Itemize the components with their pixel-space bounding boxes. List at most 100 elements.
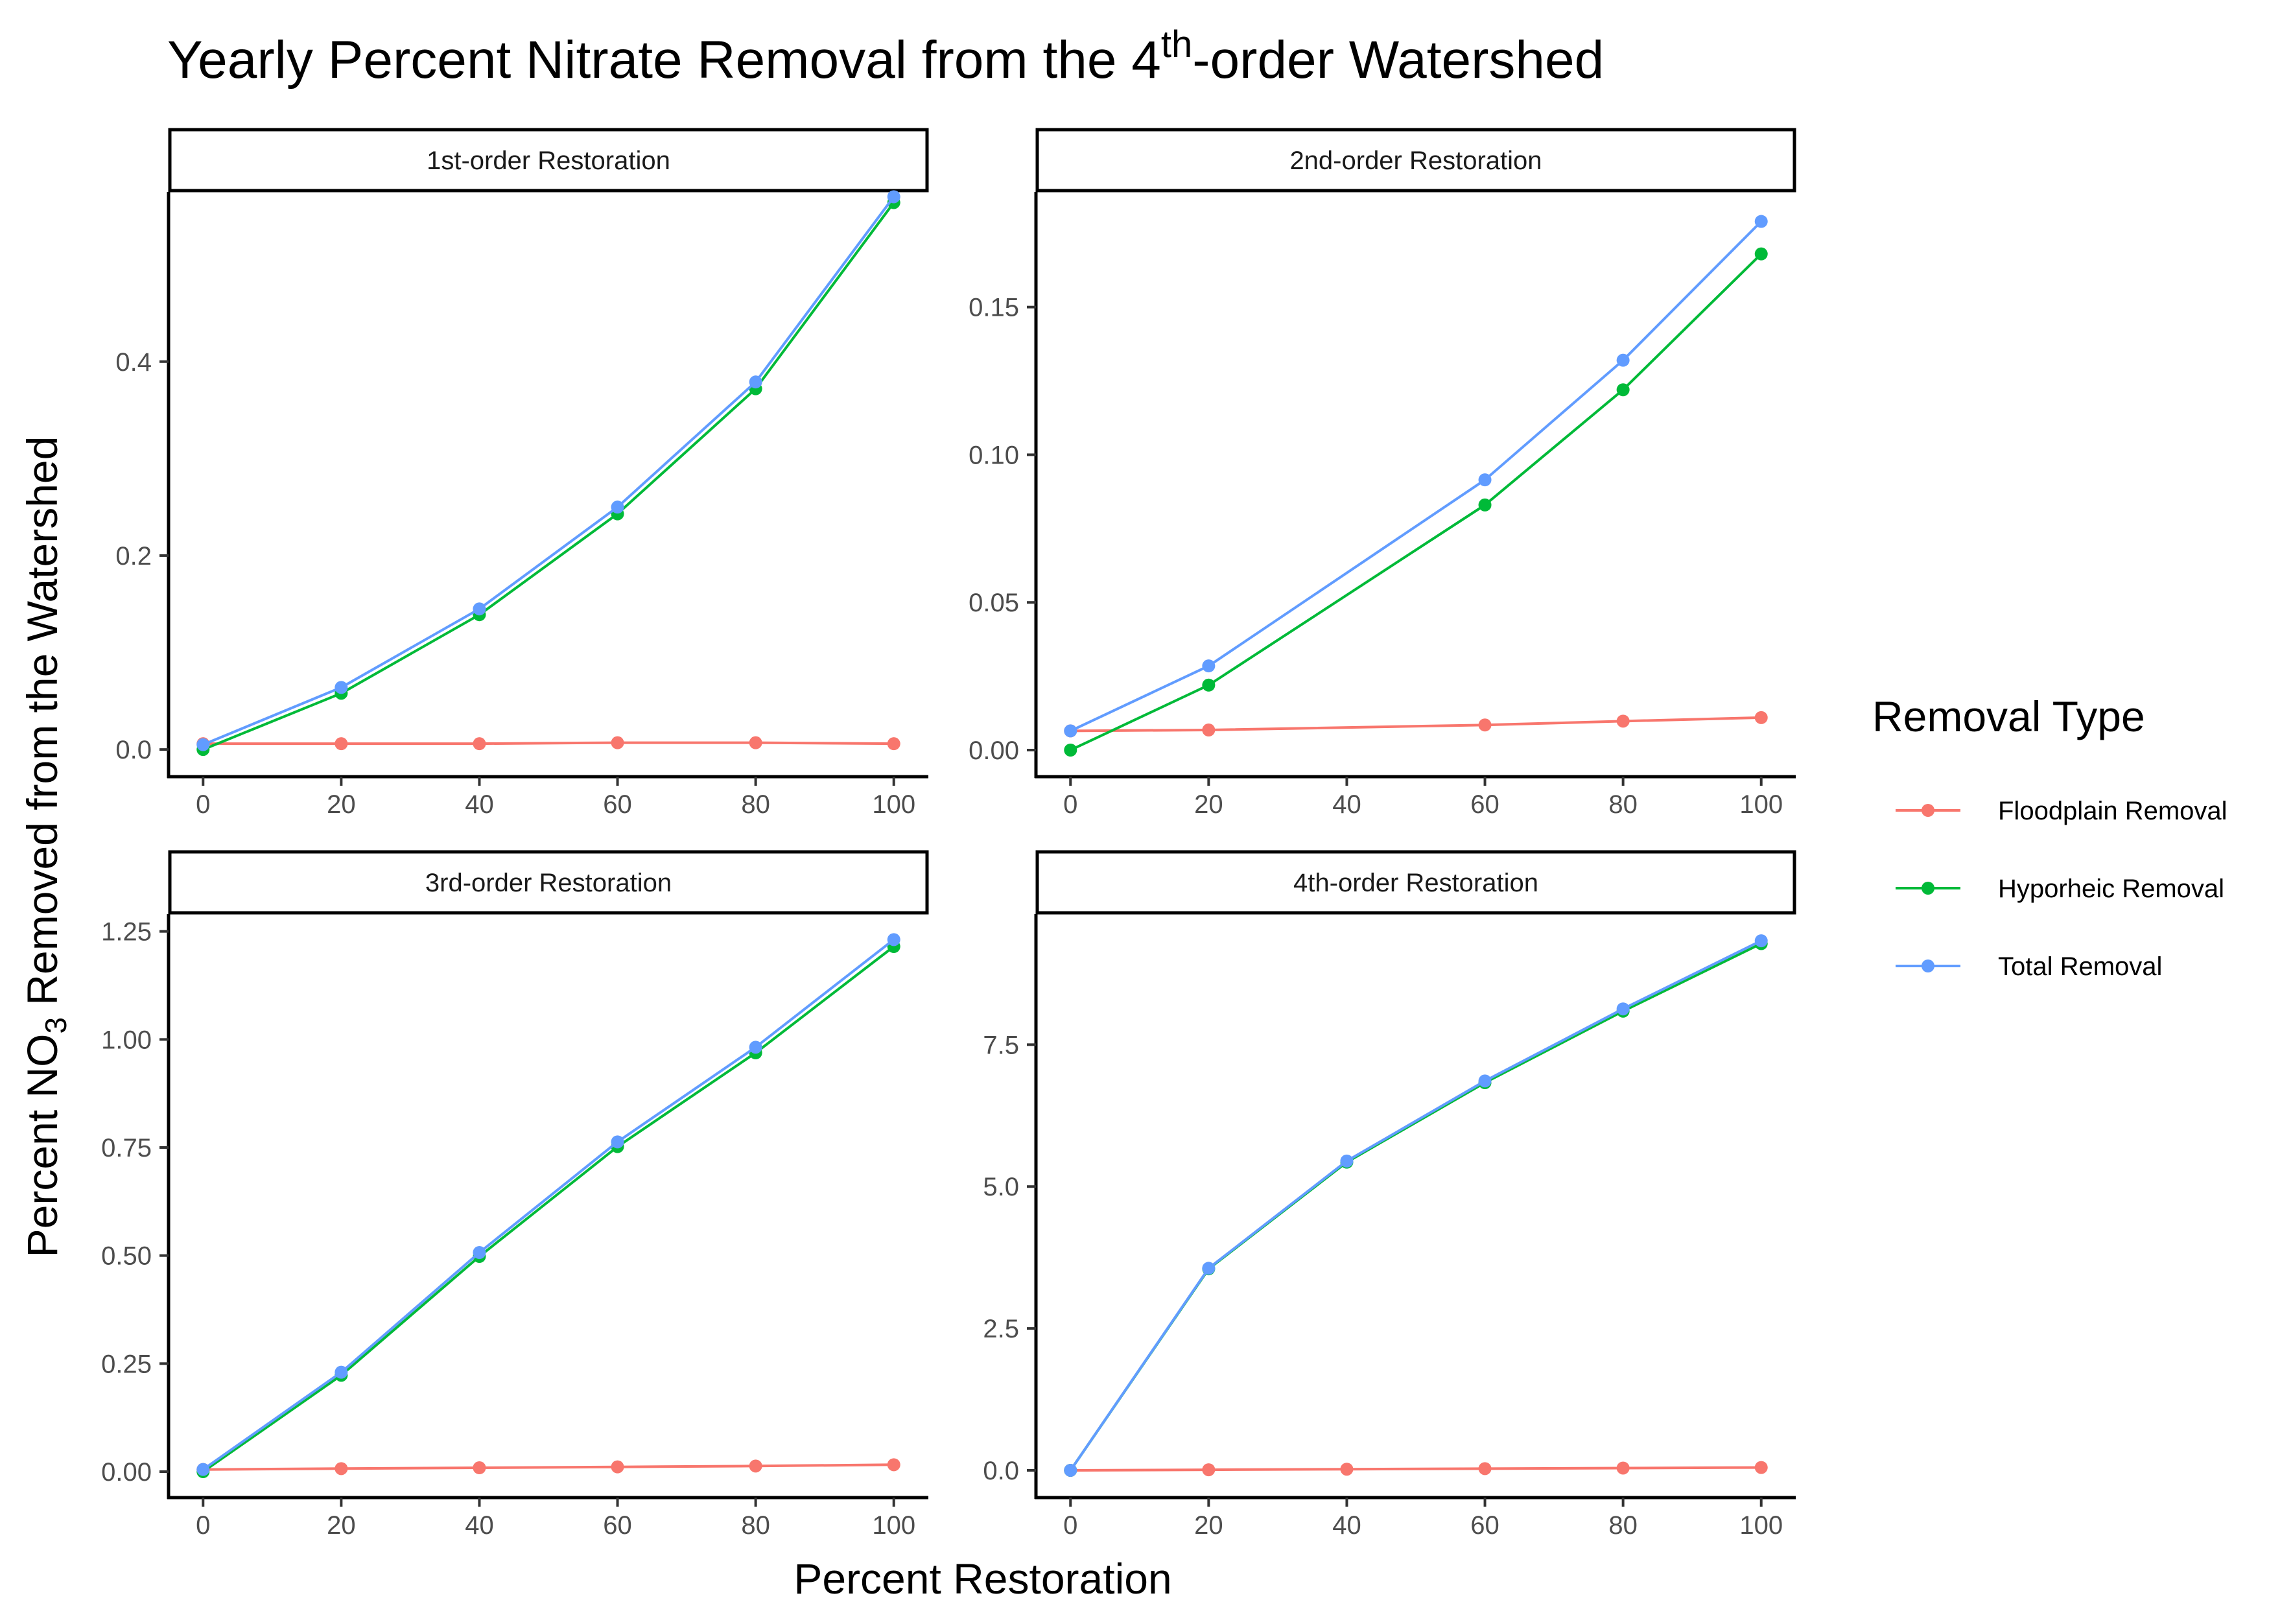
data-point [196,738,210,751]
legend-key-point [1922,959,1934,972]
y-tick-label: 0.0 [115,736,152,764]
facet-strip [1035,850,1796,915]
series-line [203,741,894,746]
x-tick-label: 60 [1470,790,1499,819]
y-tick-label: 0.15 [969,294,1019,322]
data-point [1616,353,1630,367]
legend-key-point [1922,882,1934,895]
data-point [473,1461,486,1474]
x-tick-label: 60 [603,1511,632,1540]
data-point [473,1246,486,1259]
facet-panel: 3rd-order Restoration 0.00 0.25 0.50 0.75 1.0… [101,850,929,1540]
data-point [887,737,900,751]
series [196,190,900,751]
data-point [749,1041,762,1054]
x-tick-label: 0 [1063,1511,1077,1540]
y-tick-label: 7.5 [983,1031,1019,1059]
series-line [203,1463,894,1471]
facet-panel: 4th-order Restoration 0.0 2.5 5.0 7.5 0 20 40 60… [983,850,1796,1540]
data-point [1202,1463,1216,1477]
x-tick-label: 20 [327,1511,356,1540]
legend-item-label: Floodplain Removal [1998,797,2228,825]
data-point [1616,1461,1630,1475]
series [1064,934,1768,1477]
y-tick-label: 0.2 [115,542,152,571]
series-line [202,938,895,1471]
x-tick-label: 0 [196,1511,210,1540]
y-tick-label: 1.25 [101,918,152,947]
data-point [1202,724,1216,737]
data-point [335,1462,348,1476]
data-point [1478,718,1492,732]
x-tick-label: 60 [603,790,632,819]
legend-items: Floodplain Removal Hyporheic Removal Total… [1896,797,2228,981]
x-tick-label: 100 [1739,1511,1783,1540]
data-point [1340,1154,1354,1168]
y-tick-label: 0.00 [101,1458,152,1487]
data-point [473,737,486,751]
data-point [749,375,762,389]
x-tick-label: 80 [1608,1511,1638,1540]
data-point [1202,1262,1216,1275]
data-point [1064,1463,1077,1477]
data-point [1340,1463,1354,1476]
x-tick-label: 80 [741,1511,770,1540]
y-tick-label: 0.0 [983,1457,1019,1485]
data-point [1478,1462,1492,1476]
series-line [1069,939,1762,1472]
legend-item-label: Hyporheic Removal [1998,875,2224,903]
y-tick-label: 0.25 [101,1350,152,1378]
data-point [611,500,624,514]
facet-strip-label: 2nd-order Restoration [1289,147,1542,175]
data-point [1478,498,1492,512]
x-tick-label: 100 [872,1511,915,1540]
data-point [1754,215,1768,228]
data-point [1754,247,1768,261]
series-line [1070,1466,1761,1472]
y-tick-label: 0.50 [101,1242,152,1271]
y-tick-label: 0.75 [101,1134,152,1162]
series [196,933,900,1476]
series [1064,215,1768,738]
x-tick-label: 0 [1063,790,1077,819]
legend: Removal Type Floodplain Removal Hyporheic… [1872,692,2228,981]
data-point [473,602,486,616]
x-tick-label: 20 [1194,790,1223,819]
data-point [749,736,762,749]
data-point [749,1459,762,1473]
series-line [202,196,895,746]
facet-strip [168,128,929,193]
y-tick-label: 0.10 [969,441,1019,469]
data-point [611,1135,624,1149]
x-tick-label: 40 [1332,1511,1361,1540]
series-line [202,202,895,751]
chart-title: Yearly Percent Nitrate Removal from the … [167,23,1604,89]
x-tick-label: 80 [741,790,770,819]
x-tick-label: 0 [196,790,210,819]
y-tick-label: 0.00 [969,736,1019,765]
x-tick-label: 60 [1470,1511,1499,1540]
legend-item: Hyporheic Removal [1896,875,2224,903]
x-tick-label: 20 [1194,1511,1223,1540]
y-tick-label: 0.4 [115,348,152,377]
data-point [335,737,348,751]
legend-item-label: Total Removal [1998,952,2162,981]
x-tick-label: 80 [1608,790,1638,819]
data-point [1616,714,1630,728]
series [1064,247,1768,757]
facet-strip-label: 3rd-order Restoration [425,869,672,897]
data-point [1616,383,1630,397]
y-tick-label: 1.00 [101,1026,152,1054]
data-point [1616,1002,1630,1016]
data-point [611,736,624,749]
data-point [1478,473,1492,487]
x-tick-label: 40 [465,790,494,819]
facet-panels: 1st-order Restoration 0.0 0.2 0.4 0 20 40 60 80 1… [101,128,1796,1540]
data-point [887,933,900,947]
facet-strip-label: 4th-order Restoration [1293,869,1538,897]
data-point [196,1463,210,1476]
data-point [1202,659,1216,673]
data-point [335,1365,348,1379]
x-tick-label: 40 [465,1511,494,1540]
